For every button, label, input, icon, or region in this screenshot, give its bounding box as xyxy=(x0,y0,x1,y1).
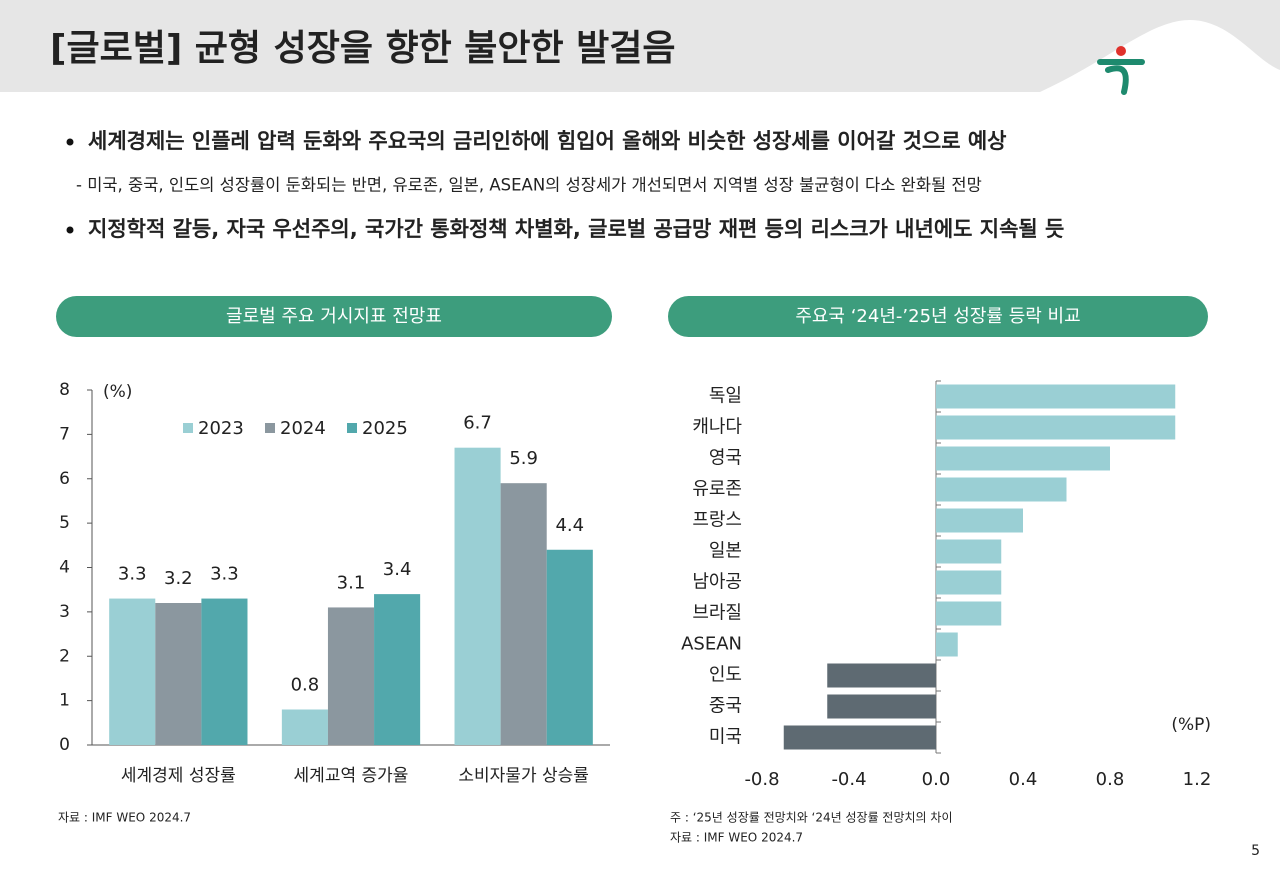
bar xyxy=(936,570,1002,595)
bar xyxy=(201,598,248,745)
bullet-detail: - 미국, 중국, 인도의 성장률이 둔화되는 반면, 유로존, 일본, ASE… xyxy=(76,176,982,195)
x-tick-label: 0.4 xyxy=(1009,769,1038,790)
y-tick-label: 6 xyxy=(59,469,70,489)
y-tick-label: 5 xyxy=(59,513,70,533)
data-label: 0.8 xyxy=(291,675,320,696)
note: 주 : ‘25년 성장률 전망치와 ‘24년 성장률 전망치의 차이 xyxy=(670,811,953,825)
data-label: 3.2 xyxy=(164,568,193,589)
data-label: 3.4 xyxy=(383,559,412,580)
y-tick-label: 캐나다 xyxy=(692,417,742,438)
legend-label: 2024 xyxy=(280,418,326,439)
bar xyxy=(936,415,1176,440)
y-tick-label: 4 xyxy=(59,558,70,578)
chart-title: 주요국 ‘24년-’25년 성장률 등락 비교 xyxy=(795,306,1080,327)
data-label: 3.3 xyxy=(118,564,147,585)
y-tick-label: 브라질 xyxy=(692,603,742,624)
bar xyxy=(374,594,421,745)
data-label: 5.9 xyxy=(509,448,538,469)
page-title: [글로벌] 균형 성장을 향한 불안한 발걸음 xyxy=(50,28,676,69)
data-label: 3.1 xyxy=(337,572,366,593)
bar xyxy=(827,663,936,688)
bullet-dot xyxy=(66,226,74,234)
logo-mark xyxy=(1097,59,1145,95)
bar xyxy=(783,725,936,750)
bar xyxy=(936,539,1002,564)
y-tick-label: 프랑스 xyxy=(692,510,742,531)
bar xyxy=(109,598,156,745)
bar xyxy=(281,709,328,745)
chart-title: 글로벌 주요 거시지표 전망표 xyxy=(226,306,442,327)
y-tick-label: 유로존 xyxy=(692,479,742,500)
bar xyxy=(936,601,1002,626)
bullet-dot xyxy=(66,138,74,146)
legend-swatch xyxy=(183,423,193,433)
data-label: 3.3 xyxy=(210,564,239,585)
y-tick-label: ASEAN xyxy=(681,634,742,655)
bullet-text: 세계경제는 인플레 압력 둔화와 주요국의 금리인하에 힘입어 올해와 비슷한 … xyxy=(88,129,1007,153)
logo-dot xyxy=(1116,46,1126,56)
y-tick-label: 7 xyxy=(59,424,70,444)
source-note: 자료 : IMF WEO 2024.7 xyxy=(58,811,191,825)
bar xyxy=(454,447,501,745)
y-tick-label: 독일 xyxy=(709,386,742,407)
y-unit: (%) xyxy=(103,382,132,402)
x-tick-label: 1.2 xyxy=(1183,769,1212,790)
x-tick-label: 세계경제 성장률 xyxy=(121,766,236,786)
y-tick-label: 1 xyxy=(59,691,70,711)
bar xyxy=(936,446,1110,471)
bar xyxy=(936,477,1067,502)
bar xyxy=(936,384,1176,409)
y-tick-label: 일본 xyxy=(709,541,742,562)
y-tick-label: 영국 xyxy=(709,448,742,469)
bar xyxy=(500,483,547,745)
y-tick-label: 2 xyxy=(59,646,70,666)
y-tick-label: 0 xyxy=(59,735,70,755)
y-tick-label: 8 xyxy=(59,380,70,400)
x-tick-label: -0.4 xyxy=(831,769,866,790)
y-tick-label: 3 xyxy=(59,602,70,622)
data-label: 4.4 xyxy=(555,515,584,536)
x-tick-label: 세계교역 증가율 xyxy=(294,766,409,786)
bar xyxy=(155,603,202,745)
x-tick-label: 0.8 xyxy=(1096,769,1125,790)
y-tick-label: 미국 xyxy=(709,727,742,748)
x-unit: (%P) xyxy=(1171,715,1211,735)
data-label: 6.7 xyxy=(463,413,492,434)
chart-title-pill xyxy=(56,296,612,337)
legend-label: 2023 xyxy=(198,418,244,439)
source-note: 자료 : IMF WEO 2024.7 xyxy=(670,831,803,845)
y-tick-label: 인도 xyxy=(709,665,742,686)
bullet-text: 지정학적 갈등, 자국 우선주의, 국가간 통화정책 차별화, 글로벌 공급망 … xyxy=(88,217,1064,241)
x-tick-label: 0.0 xyxy=(922,769,951,790)
bar xyxy=(936,632,958,657)
legend-swatch xyxy=(265,423,275,433)
y-tick-label: 중국 xyxy=(709,696,742,717)
legend-swatch xyxy=(347,423,357,433)
header-curve xyxy=(1040,20,1280,92)
chart-title-pill xyxy=(668,296,1208,337)
bar xyxy=(546,549,593,745)
header-band xyxy=(0,0,1280,92)
legend-label: 2025 xyxy=(362,418,408,439)
x-tick-label: 소비자물가 상승률 xyxy=(458,766,589,786)
x-tick-label: -0.8 xyxy=(744,769,779,790)
page-number: 5 xyxy=(1251,843,1260,859)
bar xyxy=(936,508,1023,533)
bar xyxy=(327,607,375,745)
y-tick-label: 남아공 xyxy=(692,572,742,593)
bar xyxy=(827,694,936,719)
